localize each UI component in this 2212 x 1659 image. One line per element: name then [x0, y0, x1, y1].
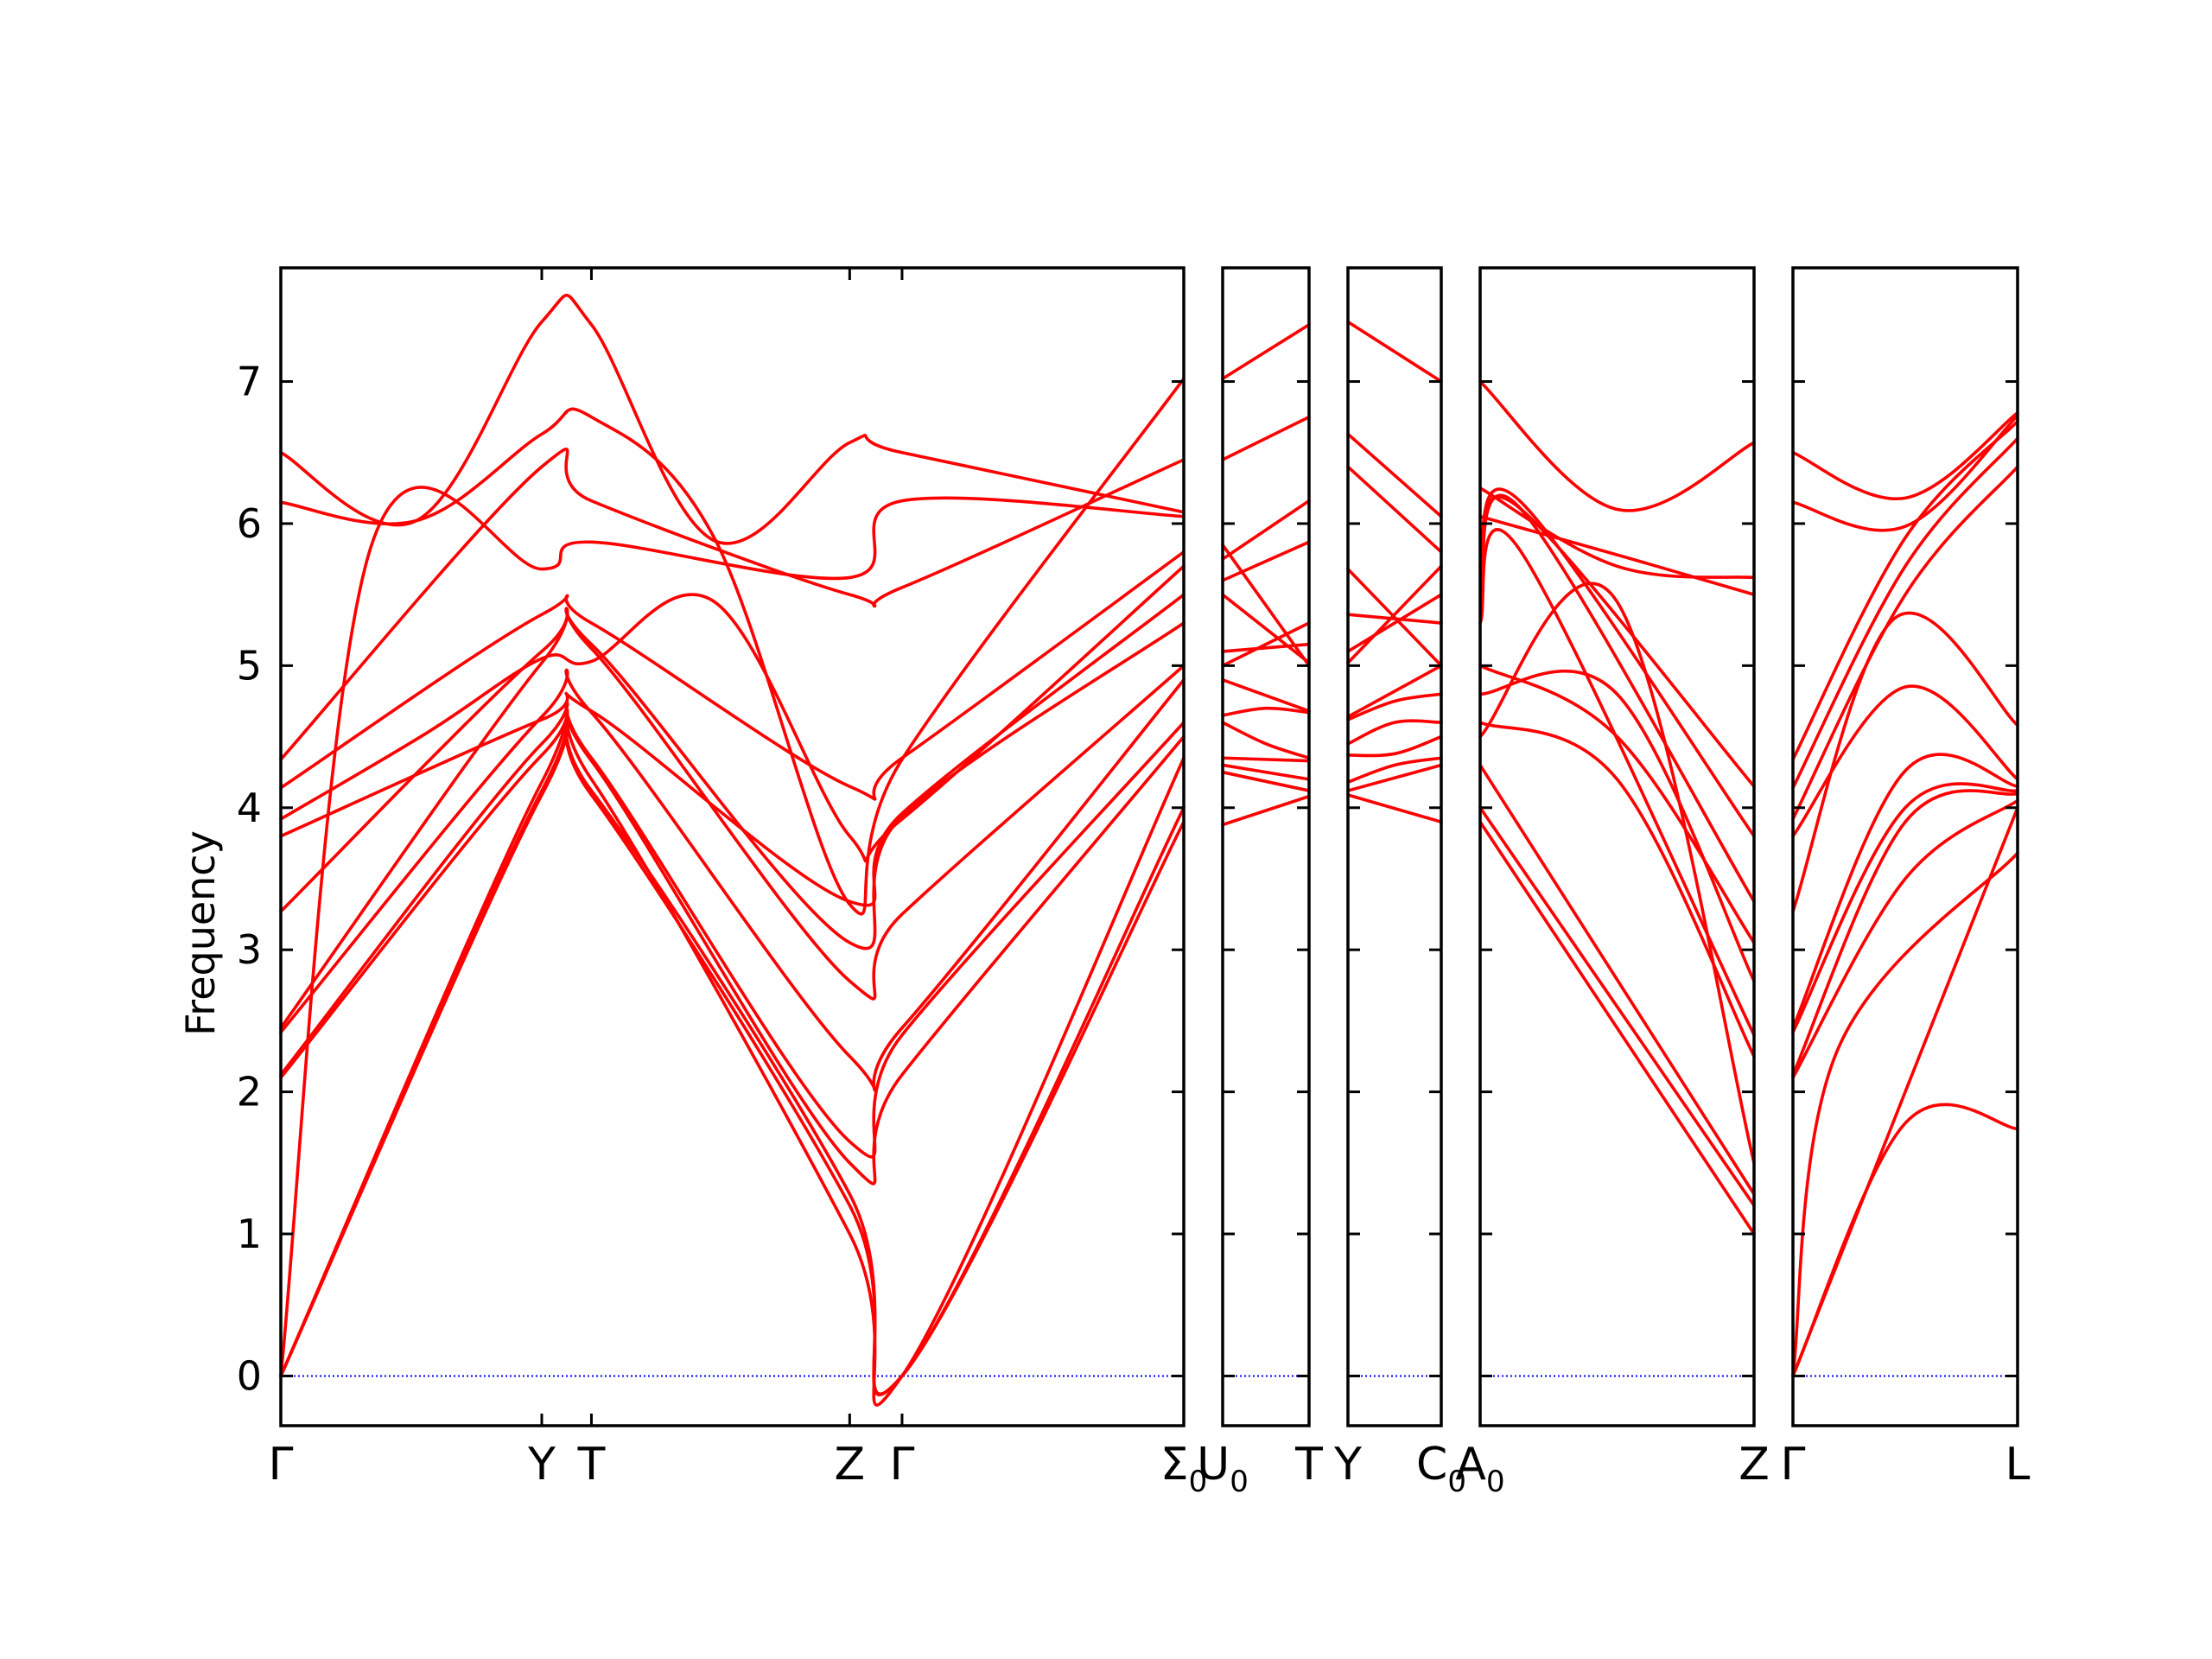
band-line-10 — [1221, 593, 1311, 664]
panel-4: A0 Z — [1455, 266, 1770, 1499]
x-tick-label-t: T — [1294, 1439, 1323, 1491]
panel-frame — [1478, 266, 1756, 1427]
x-tick-label-subscript: 0 — [1447, 1465, 1466, 1499]
band-line-12 — [1791, 419, 2019, 761]
panel-frame — [279, 266, 1185, 1427]
panel-1: Γ Y T Z Γ Σ0 — [269, 266, 1208, 1499]
band-line-10 — [279, 593, 1185, 907]
y-tick-label: 5 — [237, 642, 262, 689]
band-line-4 — [1346, 734, 1443, 758]
band-line-5 — [1791, 789, 2019, 1077]
y-tick-label: 0 — [237, 1352, 262, 1399]
y-tick-label: 6 — [237, 500, 262, 547]
band-line-3 — [1346, 756, 1443, 784]
band-line-14 — [1346, 320, 1443, 384]
x-tick-label-y: Y — [1333, 1439, 1362, 1491]
x-tick-label-gamma: Γ — [269, 1439, 294, 1491]
band-line-11 — [1478, 495, 1756, 788]
y-tick-label: 3 — [237, 926, 262, 973]
band-line-15 — [1221, 543, 1311, 668]
band-line-13 — [1346, 432, 1443, 518]
panel-frame — [1791, 266, 2019, 1427]
x-tick-label-z: Z — [835, 1439, 866, 1491]
band-line-4 — [279, 486, 1185, 1378]
band-line-14 — [1478, 379, 1756, 512]
band-line-5 — [1221, 721, 1311, 760]
band-line-2 — [1791, 851, 2019, 1378]
band-line-11 — [1346, 567, 1443, 668]
band-line-11 — [279, 564, 1185, 863]
band-line-14 — [1221, 322, 1311, 381]
band-line-6 — [279, 701, 1185, 1159]
x-tick-label-subscript: 0 — [1230, 1465, 1249, 1499]
band-line-11 — [1791, 436, 2019, 790]
x-tick-label-subscript: 0 — [1189, 1465, 1208, 1499]
band-line-14 — [279, 377, 1185, 916]
band-line-6 — [1221, 706, 1311, 717]
band-line-13 — [1221, 415, 1311, 461]
band-line-3 — [1221, 763, 1311, 781]
band-line-3 — [1791, 805, 2019, 1378]
band-line-7 — [1346, 664, 1443, 719]
y-tick-label: 7 — [237, 359, 262, 405]
band-line-12 — [1346, 465, 1443, 554]
panel-frame — [1346, 266, 1443, 1427]
band-line-14 — [1791, 410, 2019, 501]
band-line-2 — [1221, 770, 1311, 792]
band-line-10 — [1791, 465, 2019, 821]
band-line-2 — [1478, 805, 1756, 1207]
band-line-4 — [1478, 582, 1756, 1165]
y-axis-label: Frequency — [177, 830, 224, 1036]
x-tick-label-gamma: Γ — [889, 1439, 914, 1491]
x-tick-label-y: Y — [527, 1439, 556, 1491]
panel-3: Y C0 — [1333, 266, 1466, 1499]
y-tick-label: 1 — [237, 1211, 262, 1257]
band-line-3 — [1478, 763, 1756, 1196]
x-tick-label-l: L — [2005, 1439, 2031, 1491]
band-line-2 — [279, 721, 1185, 1396]
band-line-13 — [1791, 414, 2019, 532]
band-line-1 — [1221, 794, 1311, 827]
band-line-6 — [1791, 782, 2019, 1034]
band-line-11 — [1221, 540, 1311, 582]
band-line-1 — [1346, 793, 1443, 824]
band-line-5 — [279, 707, 1185, 1185]
x-tick-label-gamma: Γ — [1781, 1439, 1806, 1491]
x-tick-label-z: Z — [1738, 1439, 1770, 1491]
band-line-15 — [279, 293, 1185, 545]
band-line-13 — [1478, 486, 1756, 580]
band-line-3 — [279, 708, 1185, 1407]
band-line-7 — [279, 668, 1185, 1092]
band-line-1 — [1478, 820, 1756, 1236]
band-line-12 — [279, 550, 1185, 801]
band-line-8 — [1346, 564, 1443, 664]
x-tick-label-subscript: 0 — [1486, 1465, 1505, 1499]
band-line-5 — [1478, 721, 1756, 1058]
band-line-9 — [279, 608, 1185, 950]
band-line-5 — [1346, 719, 1443, 746]
band-line-7 — [1221, 678, 1311, 713]
band-line-8 — [1221, 621, 1311, 668]
band-line-7 — [1791, 753, 2019, 1030]
band-line-4 — [1221, 756, 1311, 763]
band-line-4 — [1791, 798, 2019, 1079]
x-tick-label-t: T — [577, 1439, 606, 1491]
band-line-2 — [1346, 763, 1443, 792]
y-tick-label: 4 — [237, 785, 262, 831]
band-line-13 — [279, 448, 1185, 761]
band-line-12 — [1221, 499, 1311, 561]
panel-frame — [1221, 266, 1311, 1427]
band-line-7 — [1478, 664, 1756, 944]
band-line-9 — [1791, 684, 2019, 838]
band-line-6 — [1346, 692, 1443, 721]
band-line-12 — [1478, 514, 1756, 596]
band-line-9 — [1346, 593, 1443, 653]
y-tick-label: 2 — [237, 1069, 262, 1116]
